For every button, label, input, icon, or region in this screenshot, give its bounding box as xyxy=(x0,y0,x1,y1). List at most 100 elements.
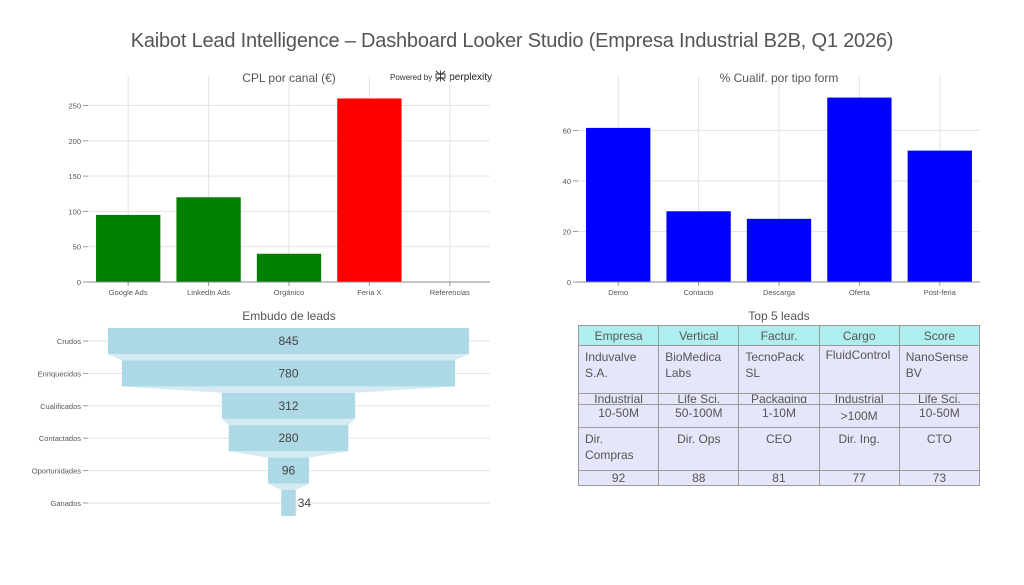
cpl-bar xyxy=(176,197,241,282)
funnel-connector xyxy=(228,451,349,458)
table-cell-pair: Life Sci. 50-100M xyxy=(658,393,740,428)
funnel-stage-label: Crudos xyxy=(57,337,81,346)
cpl-bar xyxy=(96,214,161,282)
cpl-xtick-label: Orgánico xyxy=(274,288,304,297)
table-cell: Life Sci. xyxy=(677,393,721,404)
table-cell: Packaging xyxy=(750,393,807,404)
cpl-xtick-label: Feria X xyxy=(357,288,381,297)
table-cell: Industrial xyxy=(594,393,643,404)
funnel-bar xyxy=(121,360,456,387)
qualif-ytick-label: 0 xyxy=(567,278,571,287)
row-divider xyxy=(739,404,819,405)
top-leads-table: Empresa Vertical Factur. Cargo Score Ind… xyxy=(577,325,981,486)
header-factur: Factur. xyxy=(738,325,820,346)
table-header-row: Empresa Vertical Factur. Cargo Score xyxy=(577,325,981,346)
table-cell-pair: Life Sci. 10-50M xyxy=(898,393,981,428)
funnel-stage-label: Enriquecidos xyxy=(38,369,82,378)
table-cell: 81 xyxy=(738,470,820,486)
table-cell: 10-50M xyxy=(598,406,639,420)
qualif-ytick-label: 40 xyxy=(563,177,571,186)
cpl-bar xyxy=(256,253,322,282)
powered-by-label: Powered by xyxy=(390,72,433,82)
dashboard-title: Kaibot Lead Intelligence – Dashboard Loo… xyxy=(130,30,894,52)
funnel-stage-label: Ganados xyxy=(51,499,82,508)
qualif-chart-title: % Cualif. por tipo form xyxy=(719,71,839,85)
header-empresa: Empresa xyxy=(577,325,660,346)
qualif-xtick-label: Contacto xyxy=(684,288,714,297)
table-cell-pair: Industrial >100M xyxy=(818,393,900,428)
funnel-stage-label: Oportunidades xyxy=(32,467,81,476)
table-cell: 50-100M xyxy=(675,406,723,420)
cpl-ytick-label: 150 xyxy=(68,172,81,181)
table-row: Dir. Compras Dir. Ops CEO Dir. Ing. CTO xyxy=(577,427,981,471)
cpl-ytick-label: 200 xyxy=(68,137,81,146)
table-cell: >100M xyxy=(840,409,878,423)
table-cell: 73 xyxy=(898,470,981,486)
table-cell: 77 xyxy=(818,470,900,486)
perplexity-logo-icon xyxy=(435,70,446,84)
row-divider xyxy=(659,404,738,405)
cpl-ytick-label: 50 xyxy=(73,243,81,252)
funnel-connector xyxy=(108,354,469,361)
table-cell-pair: Industrial 10-50M xyxy=(577,393,660,428)
table-cell: NanoSense BV xyxy=(898,345,981,394)
funnel-bar xyxy=(267,457,310,484)
qualif-xtick-label: Demo xyxy=(608,288,628,297)
table-cell: Dir. Ops xyxy=(658,427,740,471)
row-divider xyxy=(900,404,979,405)
header-score: Score xyxy=(898,325,981,346)
qualif-ytick-label: 60 xyxy=(563,126,571,135)
table-cell: CTO xyxy=(898,427,981,471)
table-cell: 1-10M xyxy=(761,406,796,420)
funnel-stage-label: Cualificados xyxy=(40,402,81,411)
cpl-xtick-label: Google Ads xyxy=(109,288,148,297)
top-leads-title: Top 5 leads xyxy=(748,309,810,323)
funnel-connector xyxy=(267,483,310,490)
perplexity-brand: perplexity xyxy=(449,71,493,83)
table-cell: Life Sci. xyxy=(918,393,961,404)
cpl-ytick-label: 100 xyxy=(68,207,81,216)
funnel-stage-label: Contactados xyxy=(39,434,81,443)
funnel-bar xyxy=(221,392,356,419)
table-cell: 88 xyxy=(658,470,740,486)
funnel-connector xyxy=(121,386,456,393)
qualif-bar xyxy=(907,150,972,282)
qualif-bar xyxy=(746,218,812,282)
header-cargo: Cargo xyxy=(818,325,900,346)
row-divider xyxy=(579,404,658,405)
table-cell: Industrial xyxy=(834,393,884,404)
qualif-xtick-label: Oferta xyxy=(849,288,871,297)
table-row: 92 88 81 77 73 xyxy=(577,470,981,486)
header-vertical: Vertical xyxy=(658,325,740,346)
funnel-connector xyxy=(221,418,356,426)
cpl-ytick-label: 0 xyxy=(77,278,81,287)
qualif-ytick-label: 20 xyxy=(563,227,571,236)
funnel-value-label: 780 xyxy=(278,366,298,380)
funnel-chart-title: Embudo de leads xyxy=(242,309,336,323)
qualif-xtick-label: Descarga xyxy=(763,288,796,297)
qualif-bar xyxy=(586,127,651,282)
table-row: Industrial 10-50M Life Sci. 50-100M Packag… xyxy=(577,393,981,428)
funnel-value-label: 96 xyxy=(282,464,296,478)
table-cell-pair: Packaging 1-10M xyxy=(738,393,820,428)
table-cell: Dir. Ing. xyxy=(818,427,900,471)
funnel-bar xyxy=(281,490,296,516)
funnel-value-label: 845 xyxy=(278,334,298,348)
table-cell: CEO xyxy=(738,427,820,471)
table-cell: Induvalve S.A. xyxy=(577,345,660,394)
cpl-ytick-label: 250 xyxy=(68,102,81,111)
table-cell: BioMedica Labs xyxy=(658,345,740,394)
funnel-value-label: 312 xyxy=(278,399,298,413)
cpl-xtick-label: Referencias xyxy=(430,288,470,297)
qualif-bar xyxy=(827,97,892,282)
powered-by-badge[interactable]: Powered by perplexity xyxy=(390,70,492,84)
qualif-bar xyxy=(666,211,731,282)
funnel-value-label: 280 xyxy=(278,431,298,445)
table-row: Induvalve S.A. BioMedica Labs TecnoPack … xyxy=(577,345,981,394)
row-divider xyxy=(820,404,899,405)
funnel-bar xyxy=(228,425,349,452)
table-cell: 10-50M xyxy=(919,406,960,420)
funnel-bar xyxy=(108,328,469,354)
funnel-value-label: 34 xyxy=(298,496,312,510)
